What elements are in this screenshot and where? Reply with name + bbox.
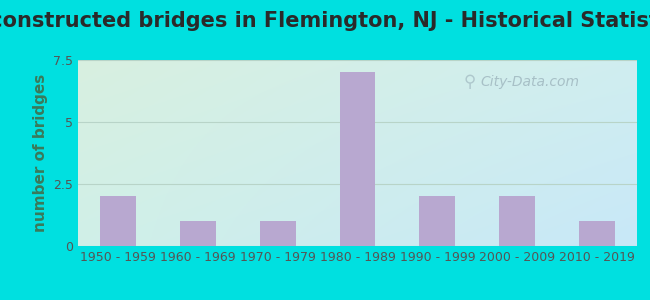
Bar (419, 196, 455, 246)
Bar (180, 221, 216, 246)
Bar (579, 221, 615, 246)
Bar (339, 72, 376, 246)
Text: City-Data.com: City-Data.com (480, 75, 580, 89)
Bar (259, 221, 296, 246)
Y-axis label: number of bridges: number of bridges (32, 74, 47, 232)
Bar (499, 196, 535, 246)
Bar (100, 196, 136, 246)
Text: Reconstructed bridges in Flemington, NJ - Historical Statistics: Reconstructed bridges in Flemington, NJ … (0, 11, 650, 31)
Text: ⚲: ⚲ (463, 73, 476, 91)
